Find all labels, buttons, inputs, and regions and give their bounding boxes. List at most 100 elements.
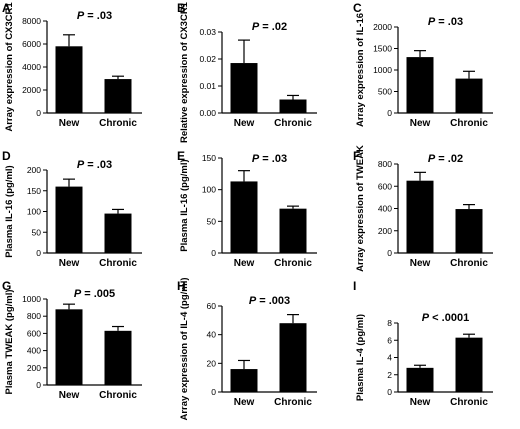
y-tick-label: 8 <box>387 318 392 328</box>
category-label: Chronic <box>274 118 312 129</box>
p-value: P = .02 <box>428 153 463 165</box>
y-tick-label: 4 <box>387 353 392 363</box>
y-tick-label: 500 <box>378 87 392 97</box>
panel-e: E 0 50 100 150 Plasma IL-16 (pg/ml) P = .03 New… <box>177 149 317 269</box>
panel-letter: I <box>353 279 356 293</box>
y-tick-label: 20 <box>207 358 217 368</box>
y-tick-label: 0.03 <box>199 27 216 37</box>
y-tick-label: 800 <box>378 159 392 169</box>
panel-c: C 0 500 1000 1500 2000 Array expression of IL-… <box>353 1 493 129</box>
p-value: P < .0001 <box>422 312 469 324</box>
y-axis-label: Array expression of CX3CR1 <box>4 2 15 132</box>
y-tick-label: 600 <box>378 181 392 191</box>
y-tick-label: 150 <box>27 186 41 196</box>
category-label: New <box>234 118 255 129</box>
y-tick-label: 50 <box>32 227 42 237</box>
p-value: P = .005 <box>74 288 115 300</box>
y-tick-label: 0 <box>211 387 216 397</box>
category-label: Chronic <box>99 118 137 129</box>
y-tick-label: 100 <box>202 185 216 195</box>
y-axis-label: Array expression of IL-16 <box>355 13 366 127</box>
panel-f: F 0 200 400 600 800 Array expression of TWEAK P… <box>353 145 493 272</box>
panel-h: H 0 20 40 60 Array expression of IL-4 (pg/ml)… <box>177 277 317 421</box>
y-tick-label: 0 <box>387 248 392 258</box>
y-tick-label: 4000 <box>22 62 41 72</box>
category-label: New <box>410 258 431 269</box>
bar-chronic <box>279 323 307 392</box>
p-value: P = .03 <box>428 16 463 28</box>
panel-b: B 0.00 0.01 0.02 0.03 Relative expression of … <box>177 1 317 143</box>
bar-chronic <box>455 337 483 392</box>
y-tick-label: 2000 <box>373 22 392 32</box>
bar-chronic <box>455 209 483 253</box>
y-tick-label: 0 <box>387 108 392 118</box>
bar-new <box>230 63 258 113</box>
bar-new <box>230 181 258 253</box>
y-tick-label: 0 <box>36 380 41 390</box>
bar-chronic <box>279 208 307 253</box>
y-tick-label: 6000 <box>22 39 41 49</box>
y-tick-label: 0.01 <box>199 81 216 91</box>
category-label: New <box>59 390 80 401</box>
y-tick-label: 1000 <box>22 294 41 304</box>
y-tick-label: 100 <box>27 207 41 217</box>
bar-chronic <box>279 99 307 113</box>
bar-chronic <box>455 78 483 113</box>
bar-new <box>55 309 83 385</box>
y-axis-label: Array expression of IL-4 (pg/ml) <box>179 277 190 420</box>
panel-letter: B <box>177 1 186 15</box>
panel-letter: E <box>177 149 185 163</box>
p-value: P = .02 <box>252 21 287 33</box>
category-label: Chronic <box>450 118 488 129</box>
panel-d: D 0 50 100 150 200 Plasma IL-16 (pg/ml) P = .03… <box>2 149 142 269</box>
category-label: Chronic <box>450 397 488 408</box>
category-label: Chronic <box>274 258 312 269</box>
category-label: Chronic <box>450 258 488 269</box>
p-value: P = .003 <box>249 295 290 307</box>
y-tick-label: 0 <box>211 248 216 258</box>
y-tick-label: 0 <box>36 248 41 258</box>
category-label: New <box>234 258 255 269</box>
y-tick-label: 0 <box>36 108 41 118</box>
bar-new <box>230 369 258 392</box>
panel-letter: C <box>353 1 362 15</box>
p-value: P = .03 <box>252 153 287 165</box>
category-label: New <box>234 397 255 408</box>
bar-chronic <box>104 79 132 113</box>
panel-letter: A <box>2 1 11 15</box>
y-tick-label: 0.02 <box>199 54 216 64</box>
y-tick-label: 40 <box>207 330 217 340</box>
category-label: New <box>59 258 80 269</box>
category-label: New <box>410 397 431 408</box>
y-tick-label: 50 <box>207 216 217 226</box>
y-tick-label: 0 <box>387 387 392 397</box>
category-label: Chronic <box>99 258 137 269</box>
category-label: New <box>410 118 431 129</box>
y-axis-label: Plasma TWEAK (pg/ml) <box>4 289 15 394</box>
panel-letter: F <box>353 149 360 163</box>
panel-letter: D <box>2 149 11 163</box>
y-tick-label: 400 <box>27 346 41 356</box>
category-label: Chronic <box>274 397 312 408</box>
y-tick-label: 600 <box>27 328 41 338</box>
y-tick-label: 6 <box>387 335 392 345</box>
y-tick-label: 60 <box>207 301 217 311</box>
bar-new <box>406 57 434 113</box>
y-tick-label: 200 <box>27 165 41 175</box>
panel-letter: H <box>177 279 186 293</box>
y-axis-label: Plasma IL-4 (pg/ml) <box>355 314 366 401</box>
y-tick-label: 8000 <box>22 16 41 26</box>
y-tick-label: 400 <box>378 204 392 214</box>
panel-i: I 0 2 4 6 8 Plasma IL-4 (pg/ml) P < .0001 New Chr… <box>353 279 493 408</box>
bar-new <box>55 186 83 253</box>
p-value: P = .03 <box>77 10 112 22</box>
y-tick-label: 0.00 <box>199 108 216 118</box>
y-tick-label: 1500 <box>373 44 392 54</box>
y-tick-label: 200 <box>378 226 392 236</box>
y-axis-label: Plasma IL-16 (pg/ml) <box>4 165 15 257</box>
y-axis-label: Plasma IL-16 (pg/ml) <box>179 159 190 251</box>
bar-chronic <box>104 330 132 385</box>
bar-new <box>406 180 434 253</box>
bar-new <box>55 46 83 113</box>
